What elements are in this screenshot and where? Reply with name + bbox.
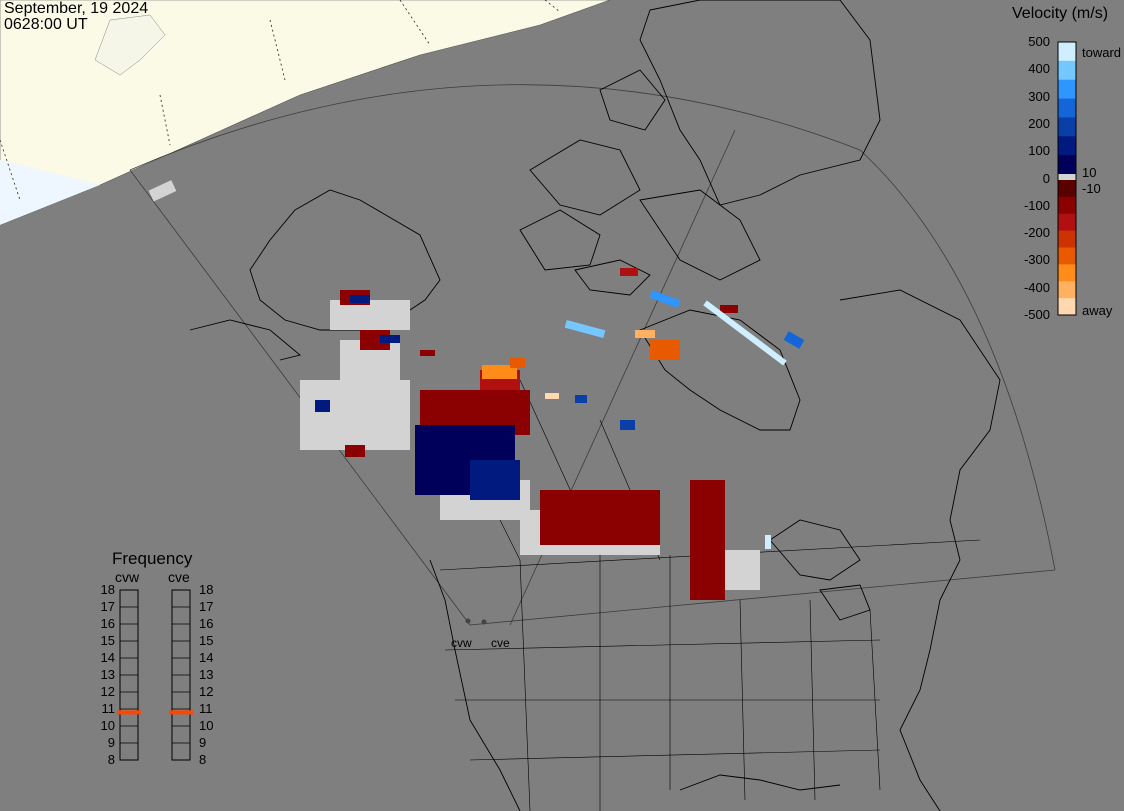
freq-tick-lines	[120, 589, 190, 761]
velocity-tick: -400	[1023, 279, 1050, 295]
velocity-tick: 500	[1028, 34, 1050, 49]
velocity-tick: 100	[1028, 143, 1050, 159]
freq-tick-label-left: 17	[100, 599, 115, 614]
minus-ten-label: -10	[1082, 181, 1101, 196]
colorbar-toward-segment	[1058, 155, 1076, 175]
away-label: away	[1082, 303, 1113, 318]
colorbar-away-segment	[1058, 298, 1076, 316]
freq-tick-label-right: 18	[199, 582, 214, 597]
velocity-tick: -200	[1023, 225, 1050, 241]
frequency-title: Frequency	[112, 549, 193, 568]
radar-name-cvw: cvw	[115, 569, 140, 585]
freq-tick-label-left: 15	[100, 633, 115, 648]
velocity-tick: 0	[1042, 170, 1050, 186]
freq-marker-cve	[169, 710, 193, 715]
velocity-tick: -300	[1023, 252, 1050, 268]
colorbar-frame	[1057, 41, 1077, 316]
colorbar-toward-segment	[1058, 117, 1076, 137]
colorbar-away-segment	[1058, 213, 1076, 232]
velocity-title: Velocity (m/s)	[1012, 5, 1109, 22]
velocity-tick: -500	[1023, 307, 1050, 322]
freq-tick-label-left: 18	[100, 582, 115, 597]
daylight-meridians	[0, 0, 561, 201]
site-marker-cvw	[465, 618, 471, 624]
freq-tick-label-left: 14	[100, 650, 115, 665]
freq-tick-label-left: 12	[100, 684, 115, 699]
toward-label: toward	[1082, 45, 1122, 60]
colorbar-away-segment	[1058, 281, 1076, 299]
colorbar-toward-segment	[1058, 98, 1076, 118]
colorbar-away-segment	[1058, 230, 1076, 248]
freq-tick-label-left: 10	[100, 718, 115, 733]
radar-name-cve: cve	[168, 569, 190, 585]
freq-tick-label-right: 8	[199, 752, 207, 767]
site-label-cve: cve	[491, 636, 510, 650]
away-orange	[482, 330, 680, 399]
freq-tick-label-left: 9	[107, 735, 115, 750]
colorbar-toward-segment	[1058, 136, 1076, 156]
velocity-tick: -100	[1023, 197, 1050, 213]
freq-tick-label-right: 11	[199, 701, 213, 716]
daylight-blue-tint	[0, 160, 100, 225]
colorbar-away-segment	[1058, 264, 1076, 282]
daylight-edge	[0, 0, 611, 226]
velocity-tick: 200	[1028, 115, 1050, 131]
freq-tick-label-right: 14	[199, 650, 214, 665]
freq-tick-label-right: 13	[199, 667, 214, 682]
colorbar-ground-segment	[1058, 174, 1076, 180]
toward-scatter	[315, 290, 805, 549]
freq-tick-label-right: 15	[199, 633, 214, 648]
daylight-region	[0, 0, 610, 225]
freq-tick-label-right: 12	[199, 684, 214, 699]
freq-marker-cvw	[117, 710, 141, 715]
site-label-cvw: cvw	[451, 636, 472, 650]
radar-sites	[465, 618, 487, 625]
freq-tick-label-left: 16	[100, 616, 115, 631]
frequency-bars	[117, 589, 193, 761]
colorbar-away-segment	[1058, 247, 1076, 265]
colorbar-away-segment	[1058, 180, 1076, 198]
away-scatter	[340, 268, 738, 600]
velocity-tick: 400	[1028, 61, 1050, 77]
velocity-colorbar	[1057, 41, 1077, 316]
freq-tick-label-right: 16	[199, 616, 214, 631]
freq-tick-label-left: 13	[100, 667, 115, 682]
colorbar-away-segment	[1058, 196, 1076, 215]
plus-ten-label: 10	[1082, 165, 1097, 180]
colorbar-toward-segment	[1058, 60, 1076, 81]
time-label: 0628:00 UT	[4, 16, 88, 33]
site-marker-cve	[481, 619, 487, 625]
velocity-tick: 300	[1028, 88, 1050, 104]
freq-tick-label-right: 17	[199, 599, 214, 614]
freq-tick-label-right: 9	[199, 735, 207, 750]
ice-patch	[94, 14, 166, 76]
colorbar-toward-segment	[1058, 79, 1076, 100]
colorbar-toward-segment	[1058, 42, 1076, 62]
ground-scatter	[148, 180, 760, 590]
freq-tick-label-left: 8	[107, 752, 115, 767]
freq-tick-label-right: 10	[199, 718, 214, 733]
freq-tick-label-left: 11	[101, 701, 116, 716]
date-label: September, 19 2024	[4, 0, 149, 17]
